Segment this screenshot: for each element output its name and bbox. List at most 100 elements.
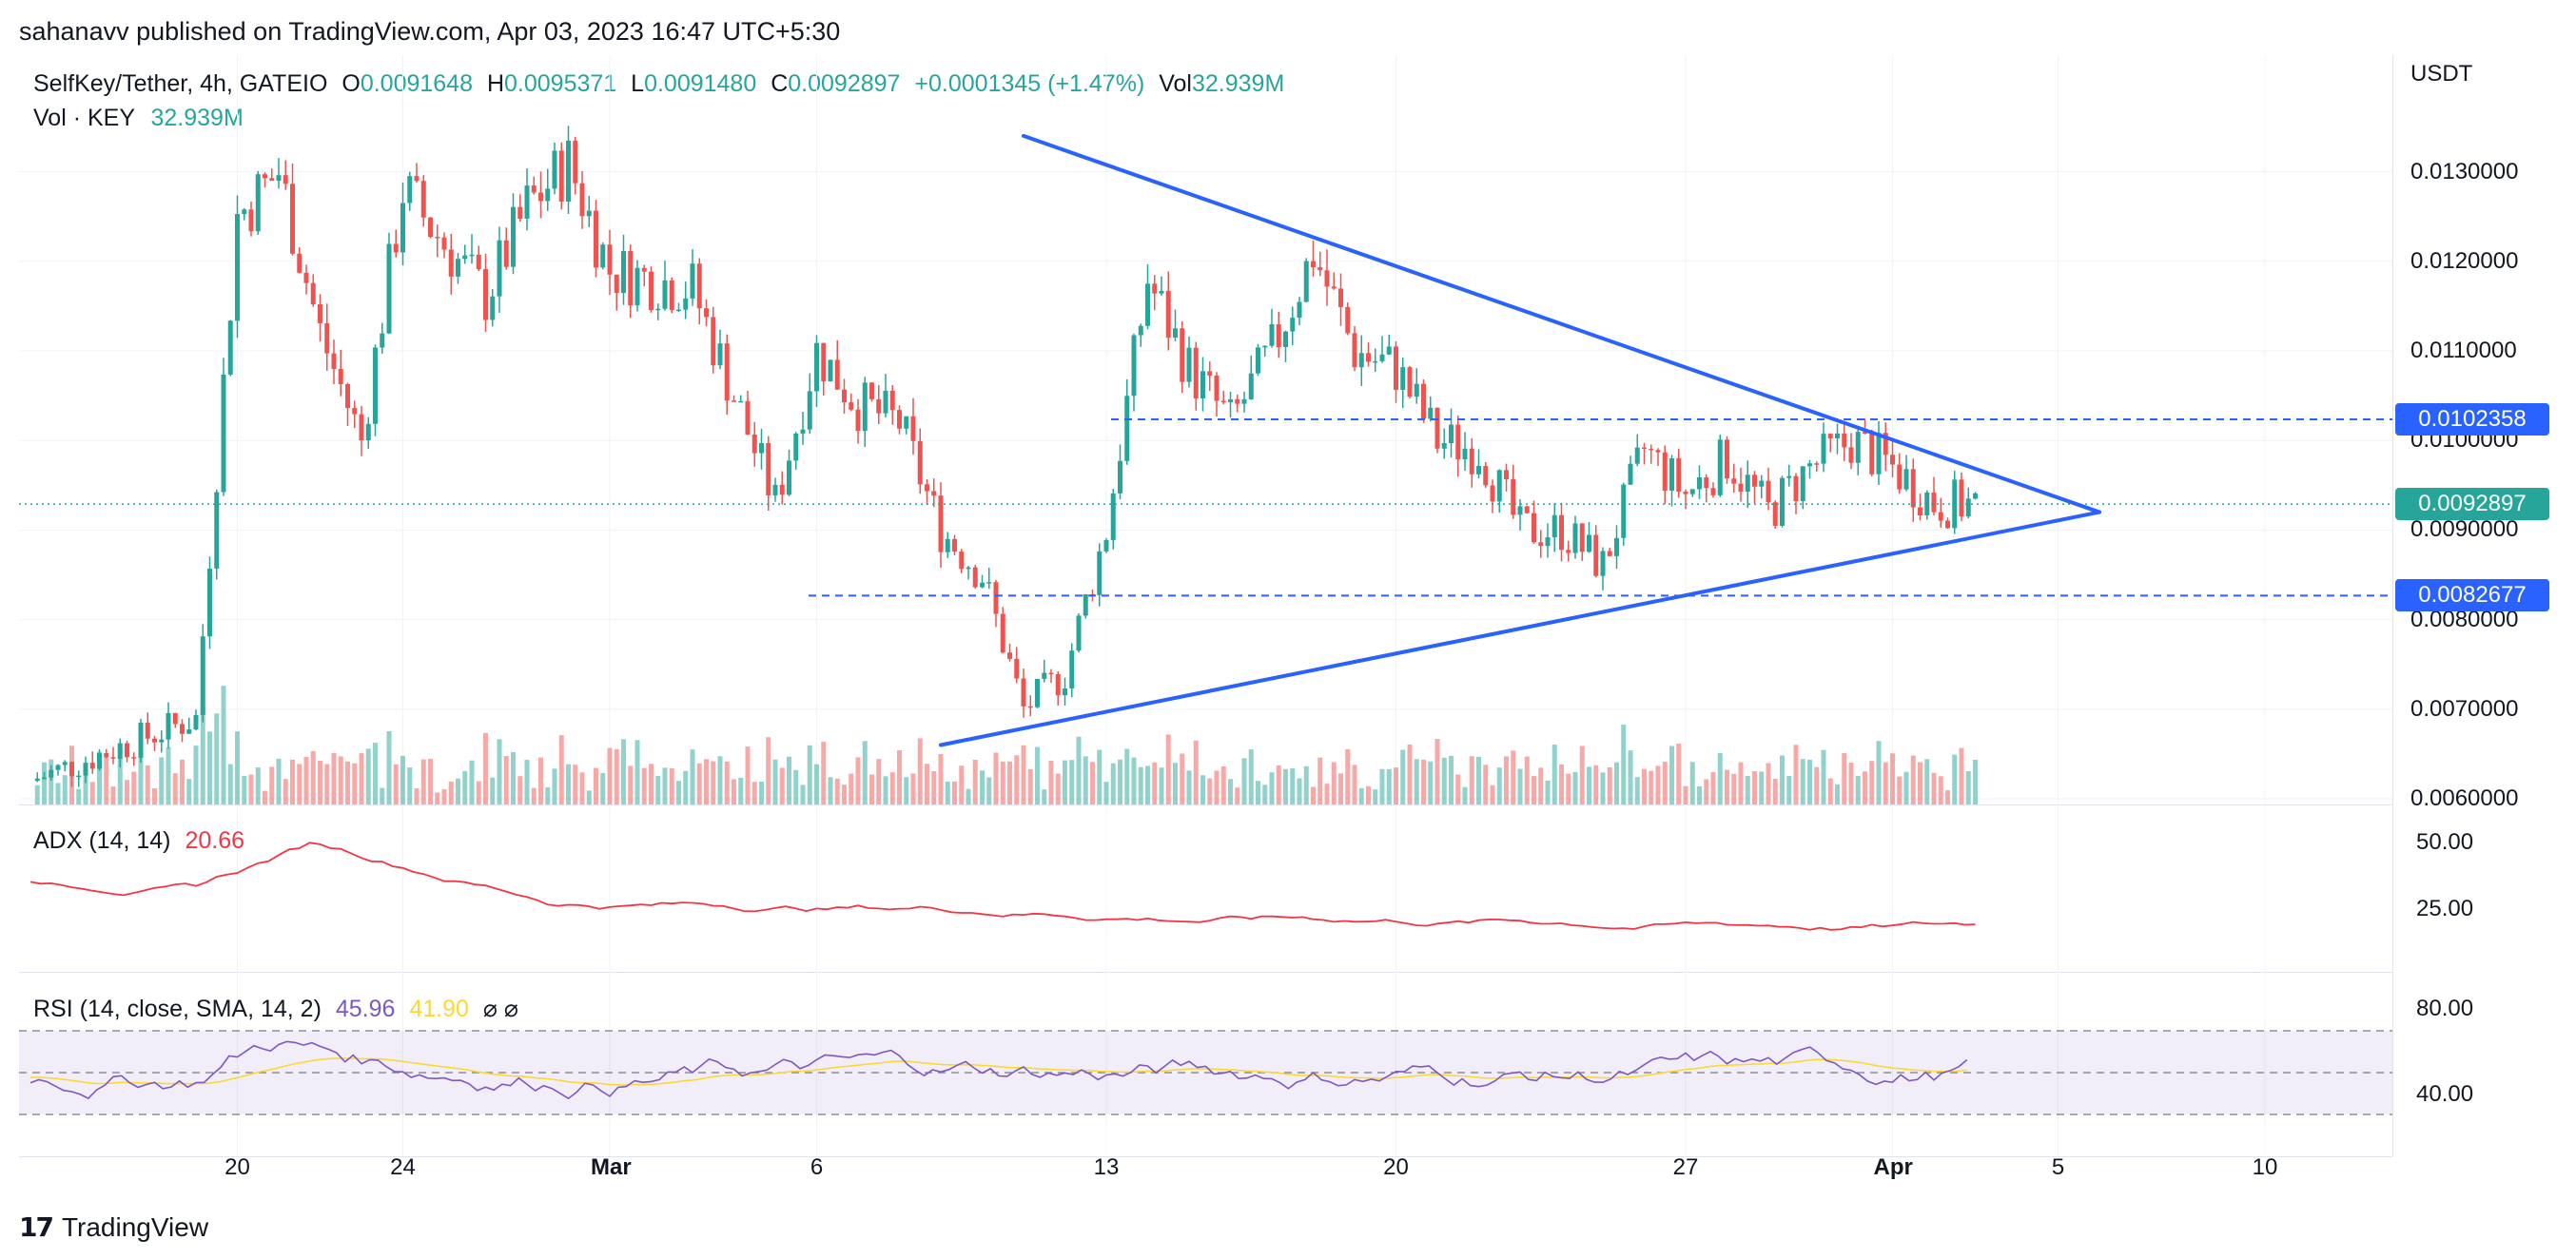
volume-bar [263, 790, 267, 804]
candle-body [1007, 652, 1012, 659]
candle-body [1918, 507, 1922, 516]
volume-bar [511, 751, 516, 804]
candle-body [669, 280, 674, 311]
candle-body [517, 206, 523, 220]
volume-bar [1124, 748, 1130, 804]
candle-body [1807, 463, 1812, 467]
volume-bar [365, 748, 371, 804]
volume-bar [711, 761, 716, 804]
candle-body [1400, 367, 1406, 390]
volume-bar [696, 763, 702, 804]
volume-bar [655, 775, 661, 804]
volume-bar [255, 766, 261, 804]
volume-bar [1952, 754, 1958, 804]
volume-bar [345, 761, 350, 804]
candle-body [1731, 478, 1737, 484]
volume-bar [435, 792, 440, 804]
volume-bar [1676, 744, 1682, 804]
volume-bar [97, 751, 102, 804]
volume-bar [1731, 773, 1737, 804]
adx-plot [29, 842, 1976, 931]
candle-body [1180, 328, 1185, 382]
volume-bar [1807, 759, 1812, 804]
candle-body [1490, 485, 1495, 502]
tradingview-logo-icon: 17 [19, 1211, 54, 1243]
candle-body [117, 743, 123, 759]
candle-body [1566, 550, 1571, 553]
volume-bar [414, 787, 420, 804]
candle-body [634, 267, 640, 306]
volume-bar [110, 786, 116, 804]
volume-bar [751, 782, 757, 804]
candle-body [1283, 331, 1288, 348]
volume-bar [125, 780, 129, 804]
candle-body [186, 729, 192, 734]
candle-body [1642, 447, 1647, 450]
tradingview-footer[interactable]: 17 TradingView [19, 1211, 208, 1243]
volume-bar [938, 754, 944, 804]
candle-body [435, 236, 440, 239]
candle-body [318, 304, 322, 323]
volume-bar [814, 764, 819, 804]
rsi-sma-line [29, 1057, 1967, 1086]
candle-body [1752, 475, 1757, 487]
time-tick-label: 5 [2051, 1154, 2065, 1180]
volume-bar [1759, 771, 1765, 804]
level-label-support: 0.0082677 [2395, 579, 2549, 612]
candle-body [704, 308, 709, 318]
candle-body [159, 739, 165, 743]
volume-bar [724, 761, 730, 804]
candle-body [1414, 383, 1419, 397]
candle-body [1827, 434, 1833, 439]
candle-body [1379, 354, 1385, 361]
rsi-title: RSI (14, close, SMA, 14, 2) [33, 996, 322, 1022]
candle-body [1800, 466, 1805, 501]
volume-bar [1938, 776, 1943, 804]
volume-bar [690, 749, 695, 804]
candle-body [1876, 433, 1882, 475]
candle-body [1228, 398, 1233, 403]
candle-body [1248, 373, 1254, 399]
level-label-resistance: 0.0102358 [2395, 402, 2549, 436]
volume-bar [1780, 755, 1785, 804]
candle-body [1607, 551, 1612, 556]
rsi-line [29, 1040, 1968, 1100]
candle-body [1903, 469, 1909, 490]
candle-body [1504, 470, 1509, 479]
candle-body [1634, 447, 1640, 464]
volume-bar [614, 748, 619, 804]
volume-bar [1600, 772, 1606, 804]
volume-bar [738, 777, 744, 804]
candle-body [1200, 371, 1205, 399]
volume-bar [1186, 770, 1192, 804]
volume-bar [131, 771, 137, 804]
candle-body [1717, 439, 1723, 495]
candle-body [690, 263, 695, 299]
volume-bar [759, 781, 764, 804]
candle-body [89, 763, 95, 769]
volume-bar [152, 787, 157, 804]
volume-bar [669, 767, 674, 804]
volume-bar [876, 759, 882, 804]
adx-legend: ADX (14, 14) 20.66 [33, 827, 244, 855]
volume-bar [1324, 784, 1330, 804]
candle-body [1938, 512, 1943, 521]
volume-bar [683, 770, 689, 804]
candle-body [1469, 448, 1474, 475]
volume-bar [62, 775, 68, 804]
volume-bar [1614, 762, 1619, 804]
candle-body [42, 777, 47, 780]
volume-bar [303, 756, 309, 804]
candle-body [594, 210, 598, 268]
candle-body [55, 765, 61, 770]
volume-bar [1511, 750, 1516, 804]
volume-bar [1262, 784, 1268, 804]
candle-body [558, 150, 564, 203]
candle-body [1745, 475, 1750, 493]
volume-bar [897, 749, 902, 804]
volume-bar [1462, 786, 1468, 804]
volume-bar [352, 763, 358, 804]
volume-bar [1338, 773, 1343, 804]
candle-body [1386, 346, 1392, 355]
